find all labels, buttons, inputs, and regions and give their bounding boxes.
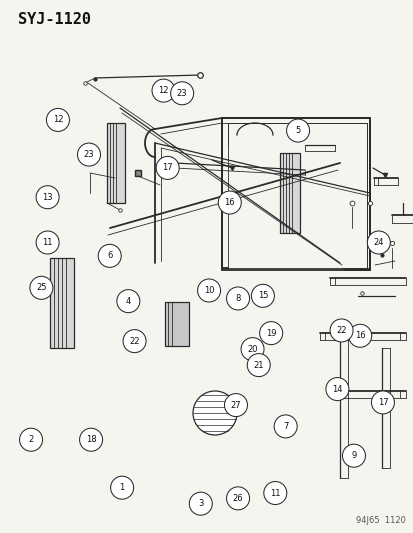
Text: 22: 22 — [335, 326, 346, 335]
Circle shape — [79, 428, 102, 451]
Text: 13: 13 — [42, 193, 53, 201]
Circle shape — [286, 119, 309, 142]
Text: 10: 10 — [203, 286, 214, 295]
Text: 15: 15 — [257, 292, 268, 300]
Text: 6: 6 — [107, 252, 112, 260]
Text: 17: 17 — [162, 164, 173, 172]
Bar — [50, 258, 74, 348]
Text: 8: 8 — [235, 294, 240, 303]
Circle shape — [192, 391, 236, 435]
Circle shape — [46, 108, 69, 132]
Text: 14: 14 — [331, 385, 342, 393]
Circle shape — [273, 415, 297, 438]
Circle shape — [36, 231, 59, 254]
Circle shape — [123, 329, 146, 353]
Circle shape — [197, 279, 220, 302]
Text: 19: 19 — [265, 329, 276, 337]
Circle shape — [348, 324, 371, 348]
Circle shape — [325, 377, 348, 401]
Text: SYJ-1120: SYJ-1120 — [18, 12, 91, 27]
Circle shape — [240, 337, 263, 361]
Circle shape — [30, 276, 53, 300]
Text: 23: 23 — [176, 89, 187, 98]
Text: 24: 24 — [373, 238, 383, 247]
Circle shape — [259, 321, 282, 345]
Text: 1: 1 — [119, 483, 124, 492]
Circle shape — [156, 156, 179, 180]
Text: 22: 22 — [129, 337, 140, 345]
Circle shape — [226, 287, 249, 310]
Circle shape — [98, 244, 121, 268]
Text: 17: 17 — [377, 398, 387, 407]
Circle shape — [251, 284, 274, 308]
Text: 3: 3 — [198, 499, 203, 508]
Text: 23: 23 — [83, 150, 94, 159]
Bar — [279, 153, 299, 233]
Text: 27: 27 — [230, 401, 241, 409]
Bar — [107, 123, 125, 203]
Text: 2: 2 — [28, 435, 33, 444]
Circle shape — [36, 185, 59, 209]
Text: 12: 12 — [158, 86, 169, 95]
Text: 7: 7 — [282, 422, 287, 431]
Circle shape — [77, 143, 100, 166]
Text: 21: 21 — [253, 361, 263, 369]
Circle shape — [152, 79, 175, 102]
Text: 26: 26 — [232, 494, 243, 503]
Text: 11: 11 — [269, 489, 280, 497]
Text: 20: 20 — [247, 345, 257, 353]
Text: 25: 25 — [36, 284, 47, 292]
Text: 94J65  1120: 94J65 1120 — [355, 516, 405, 525]
Circle shape — [247, 353, 270, 377]
Circle shape — [226, 487, 249, 510]
Circle shape — [342, 444, 365, 467]
Circle shape — [366, 231, 389, 254]
Text: 11: 11 — [42, 238, 53, 247]
Text: 12: 12 — [52, 116, 63, 124]
Text: 18: 18 — [85, 435, 96, 444]
Circle shape — [218, 191, 241, 214]
Circle shape — [329, 319, 352, 342]
Circle shape — [263, 481, 286, 505]
Text: 9: 9 — [351, 451, 356, 460]
Text: 5: 5 — [295, 126, 300, 135]
Text: 4: 4 — [126, 297, 131, 305]
Circle shape — [116, 289, 140, 313]
Bar — [165, 302, 189, 346]
Circle shape — [19, 428, 43, 451]
Text: 16: 16 — [354, 332, 365, 340]
Circle shape — [170, 82, 193, 105]
Text: 16: 16 — [224, 198, 235, 207]
Circle shape — [224, 393, 247, 417]
Circle shape — [370, 391, 394, 414]
Circle shape — [189, 492, 212, 515]
Circle shape — [110, 476, 133, 499]
